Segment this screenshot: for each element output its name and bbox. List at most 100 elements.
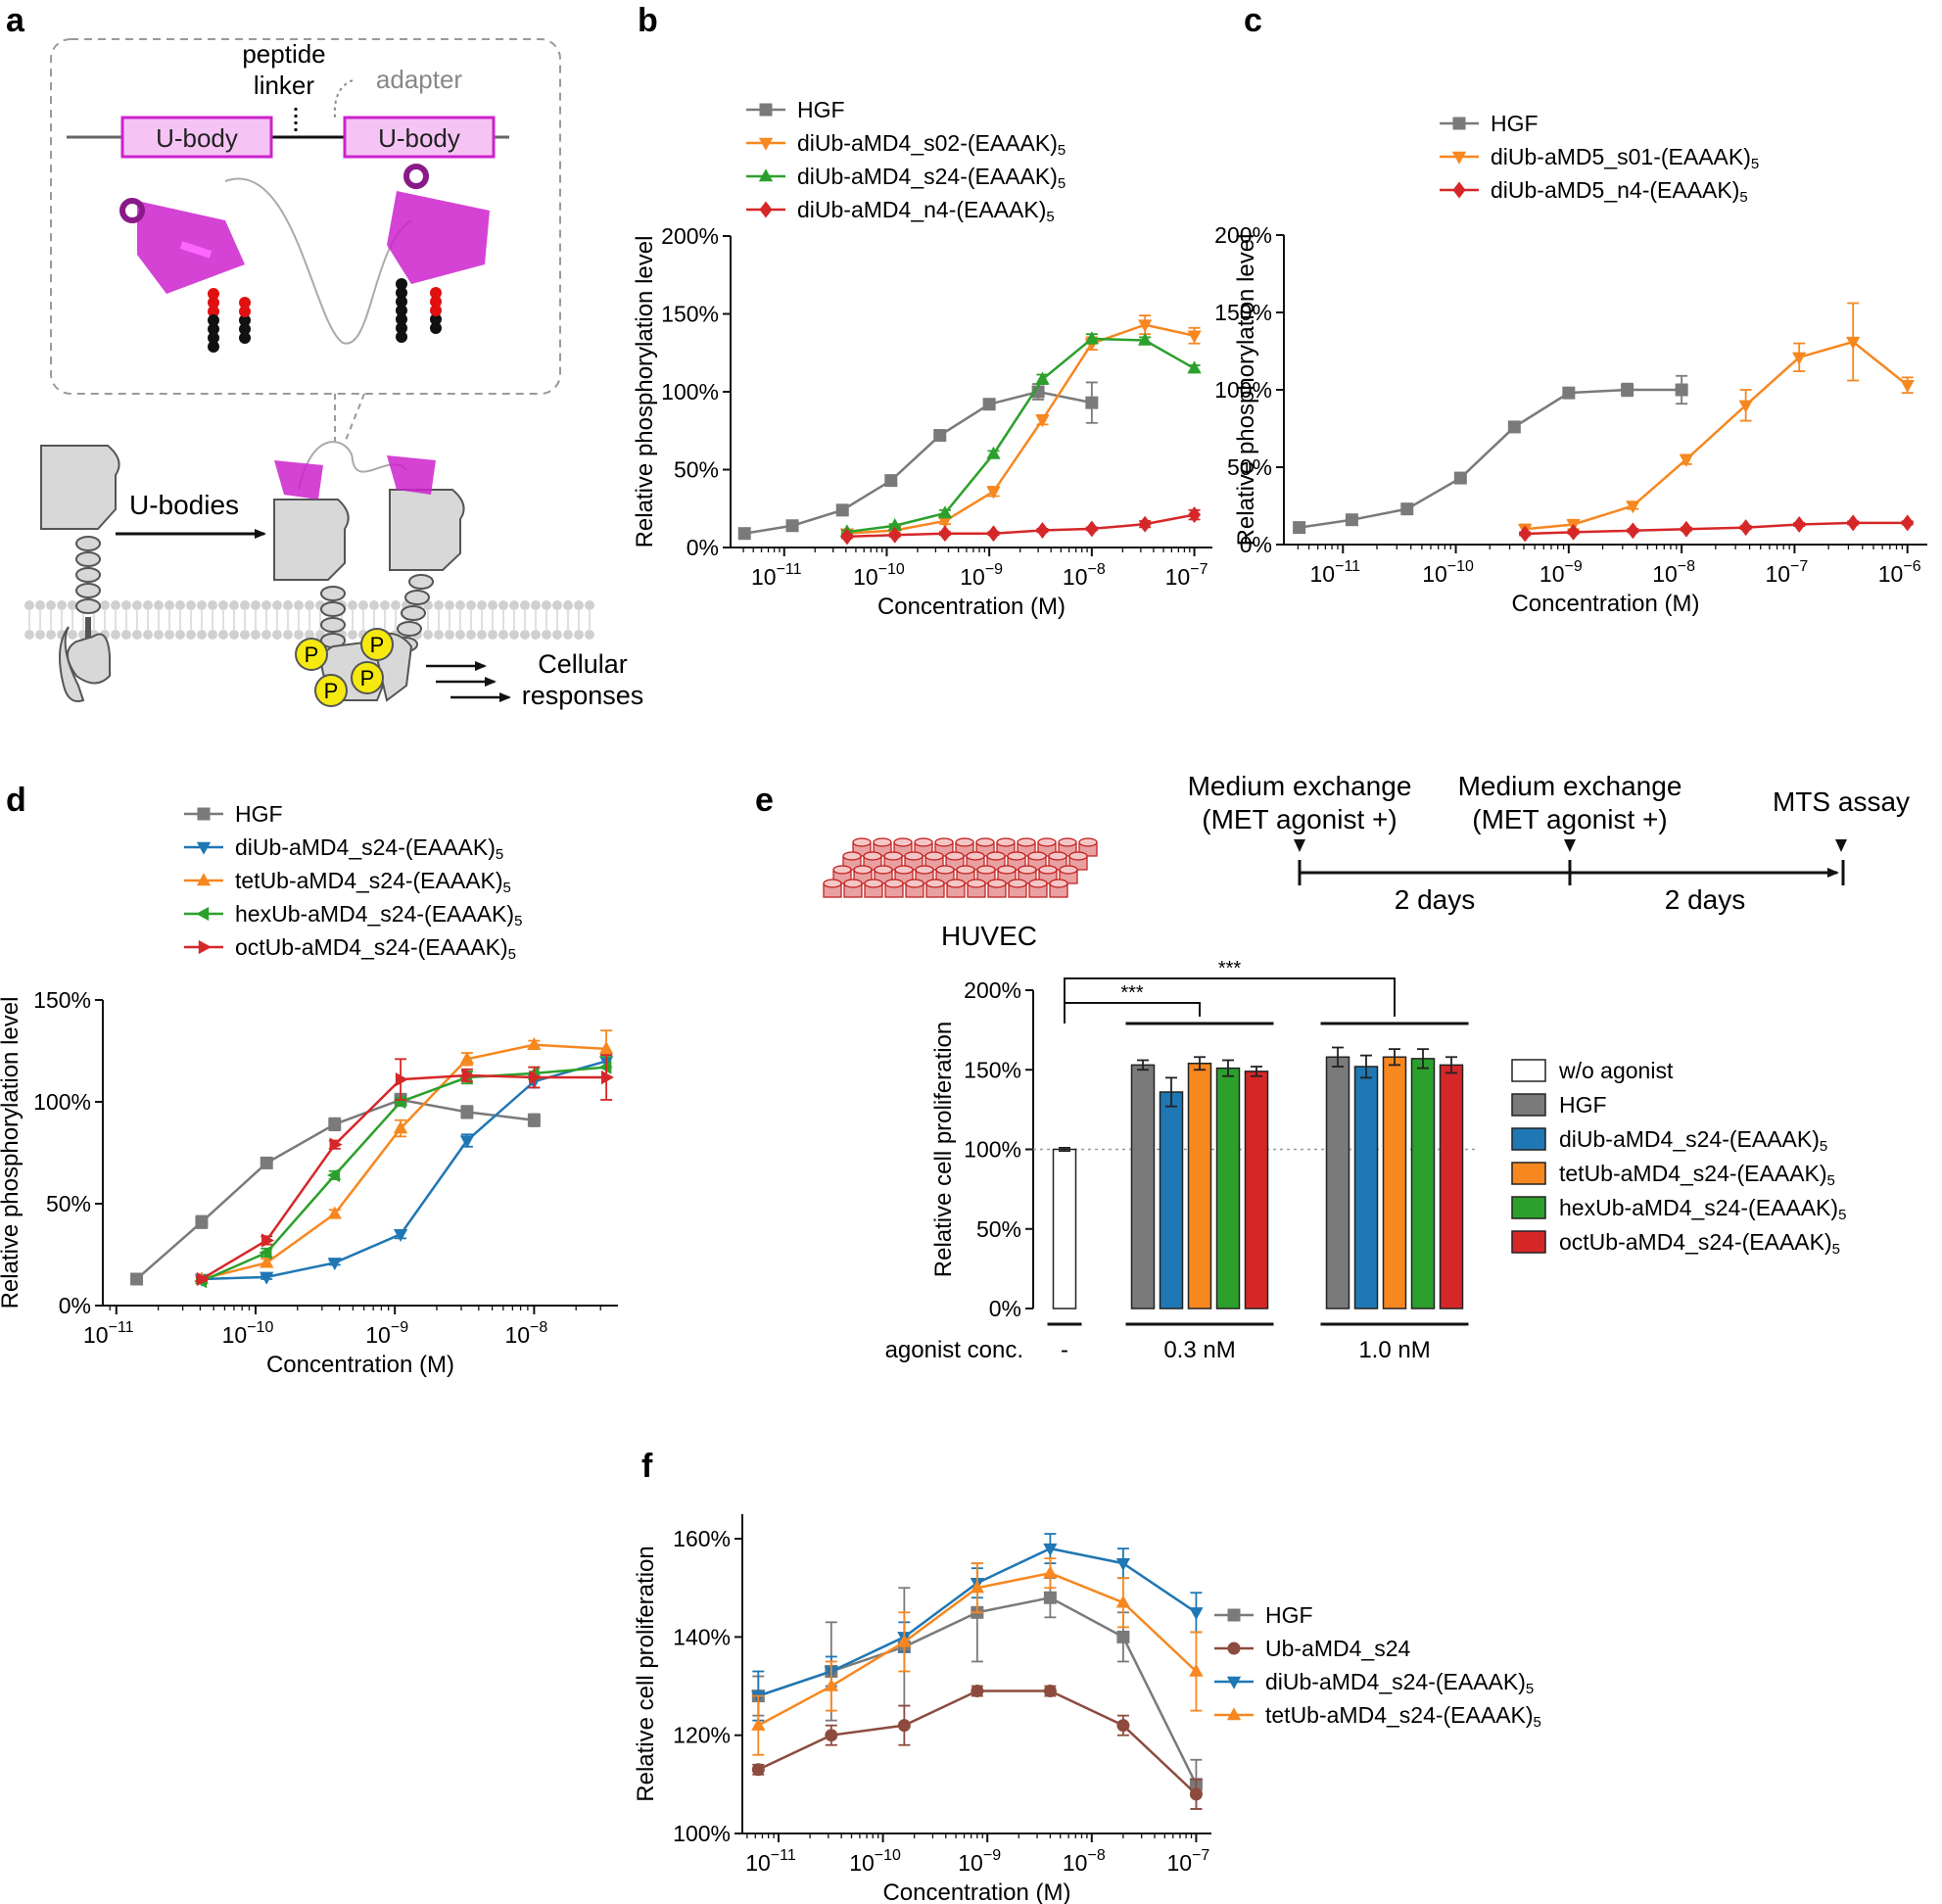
- legend-label: Ub-aMD4_s24: [1265, 1636, 1410, 1661]
- lipid-head: [531, 630, 541, 640]
- bead: [208, 314, 219, 326]
- data-point: [196, 841, 212, 855]
- bar-group-2: [1325, 1046, 1464, 1309]
- panel-e-header: HUVEC Medium exchange (MET agonist +) Me…: [823, 771, 1910, 951]
- data-point: [1189, 1663, 1204, 1677]
- category-label: 1.0 nM: [1358, 1337, 1430, 1363]
- x-axis-label: Concentration (M): [266, 1352, 454, 1378]
- lipid-head: [229, 600, 239, 610]
- x-tick-label: 10−11: [83, 1319, 134, 1348]
- stalk-domain: [75, 551, 101, 567]
- y-tick-label: 200%: [1214, 222, 1272, 248]
- bar-group-1: [1130, 1056, 1269, 1309]
- well-top: [832, 865, 852, 875]
- data-point: [459, 1051, 475, 1065]
- data-point: [888, 526, 902, 544]
- lipid-head: [455, 630, 465, 640]
- well-top: [915, 865, 934, 875]
- stalk-domain: [75, 583, 101, 598]
- data-point: [461, 1068, 475, 1083]
- data-point: [1189, 1607, 1204, 1621]
- lipid-head: [175, 630, 185, 640]
- lipid-head: [477, 630, 487, 640]
- well-top: [1048, 851, 1067, 861]
- well-top: [967, 879, 986, 888]
- legend-label: diUb-aMD5_n4-(EAAAK)5: [1491, 177, 1748, 206]
- data-point: [758, 168, 774, 182]
- data-point: [459, 1135, 475, 1149]
- series-hgf: [1293, 374, 1688, 535]
- data-point: [758, 137, 774, 151]
- data-point: [393, 1094, 406, 1110]
- data-point: [130, 1272, 144, 1286]
- stalk-domain: [320, 601, 346, 617]
- well-top: [1068, 851, 1088, 861]
- lipid-head: [283, 600, 293, 610]
- lipid-head: [208, 600, 217, 610]
- y-axis-label: Relative phosphorylation level: [632, 236, 658, 548]
- data-point: [527, 1036, 542, 1050]
- panel-label-e: e: [755, 782, 774, 819]
- data-point: [1507, 420, 1521, 434]
- well-top: [935, 865, 955, 875]
- chart-d: 0% 50% 100% 150% 10−11 10−10 10−9 10−8 Concentra…: [0, 801, 618, 1378]
- bead: [208, 332, 219, 344]
- well-top: [996, 837, 1016, 847]
- lipid-head: [434, 600, 444, 610]
- data-point: [1680, 520, 1693, 538]
- lipid-head: [434, 630, 444, 640]
- x-tick-label: 10−8: [1063, 561, 1106, 590]
- lipid-head: [35, 630, 45, 640]
- x-axis-label: Concentration (M): [1511, 591, 1699, 617]
- y-tick-label: 0%: [687, 535, 719, 560]
- x-tick-label: 10−9: [958, 1847, 1001, 1876]
- legend-label: diUb-aMD4_s24-(EAAAK)5: [1265, 1669, 1534, 1697]
- data-point: [937, 505, 953, 519]
- series-diub-amd4-s24-eaaak-5: [839, 331, 1202, 538]
- data-point: [460, 1105, 474, 1119]
- ubody-label-2: U-body: [378, 123, 460, 153]
- ubody-ribbon-left: [119, 198, 245, 294]
- receptor-left: [40, 445, 120, 702]
- y-tick-label: 50%: [1227, 454, 1272, 480]
- data-point: [1085, 520, 1099, 538]
- y-tick-label: 120%: [673, 1723, 731, 1748]
- legend-swatch: [1511, 1162, 1546, 1185]
- legend-label: diUb-aMD4_s02-(EAAAK)5: [797, 130, 1066, 159]
- legend-label: HGF: [1265, 1602, 1313, 1628]
- lipid-head: [121, 630, 131, 640]
- y-tick-label: 100%: [1214, 377, 1272, 403]
- data-point: [1043, 1685, 1057, 1698]
- lipid-head: [369, 600, 379, 610]
- data-point: [195, 1215, 209, 1229]
- well-top: [934, 837, 954, 847]
- well-top: [924, 851, 944, 861]
- y-axis-label: Relative cell proliferation: [930, 1022, 957, 1277]
- lipid-head: [445, 630, 454, 640]
- well-top: [874, 865, 893, 875]
- bead: [430, 322, 442, 334]
- legend-label: diUb-aMD4_s24-(EAAAK)5: [1559, 1126, 1827, 1155]
- x-tick-label: 10−8: [1652, 558, 1695, 587]
- lipid-head: [165, 630, 174, 640]
- stalk-domain: [75, 567, 101, 583]
- data-point: [1187, 360, 1202, 374]
- stalk-domain: [75, 536, 101, 551]
- lipid-head: [283, 630, 293, 640]
- series-hgf: [130, 1092, 541, 1286]
- lipid-head: [208, 630, 217, 640]
- stalk-domain: [320, 586, 346, 601]
- bar: [1325, 1056, 1350, 1309]
- x-tick-label: 10−10: [853, 561, 905, 590]
- data-point: [196, 873, 212, 886]
- well-top: [956, 865, 975, 875]
- data-point: [1626, 522, 1639, 540]
- series-line: [1525, 521, 1908, 536]
- data-point: [1115, 1595, 1131, 1608]
- lipid-head: [563, 600, 573, 610]
- lipid-head: [585, 630, 594, 640]
- data-point: [1562, 386, 1576, 400]
- data-point: [751, 1763, 765, 1777]
- lipid-head: [111, 630, 120, 640]
- x-tick-label: 10−7: [1166, 1847, 1209, 1876]
